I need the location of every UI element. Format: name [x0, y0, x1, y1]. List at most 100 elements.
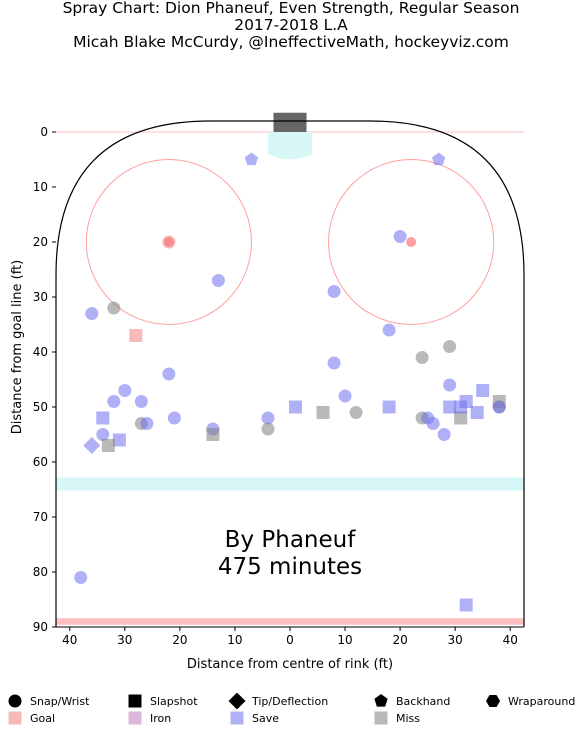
chart-title: Spray Chart: Dion Phaneuf, Even Strength…: [0, 0, 582, 51]
shot-point-save: [118, 384, 132, 397]
y-tick-label: 70: [33, 510, 48, 524]
shot-point-save: [112, 433, 126, 447]
spray-chart: 40 30 20 10 0 10 20 30 40 0 10 20 30 40 50 60 70 80 90 By …: [10, 112, 525, 672]
x-tick-label: 10: [227, 633, 242, 647]
faceoff-dot: [406, 237, 417, 247]
legend-swatch: [8, 694, 22, 708]
centre-line: [56, 618, 524, 625]
shot-point-save: [140, 417, 154, 430]
shot-point-save: [167, 411, 181, 425]
legend-marker: [374, 711, 388, 725]
y-tick-label: 0: [40, 125, 48, 139]
legend-label: Save: [252, 711, 280, 725]
faceoff-circle: [85, 159, 252, 325]
rink-layer: [56, 112, 524, 625]
legend-label: Iron: [150, 711, 172, 725]
shot-point-miss: [349, 406, 363, 419]
legend-marker: [128, 694, 142, 708]
y-tick-label: 10: [33, 180, 48, 194]
legend-label: Wraparound: [508, 694, 576, 708]
x-axis-label: Distance from centre of rink (ft): [187, 657, 393, 672]
legend-swatch: [374, 694, 388, 707]
legend-item: Slapshot: [126, 693, 198, 709]
shot-point-goal: [162, 235, 176, 249]
shot-point-miss: [443, 340, 457, 353]
shot-point-save: [437, 428, 451, 441]
faceoff-circle: [328, 159, 495, 325]
legend-swatch: [8, 711, 22, 725]
shot-point-save: [327, 356, 341, 370]
legend: Snap/Wrist Slapshot Tip/Deflection Backhand…: [0, 690, 582, 729]
legend-label: Snap/Wrist: [30, 694, 90, 708]
legend-item: Save: [228, 710, 279, 726]
legend-marker: [8, 711, 22, 725]
rink-boards: [55, 120, 525, 627]
shot-point-save: [432, 152, 446, 166]
title-line-1: Spray Chart: Dion Phaneuf, Even Strength…: [62, 0, 520, 17]
shot-point-save: [96, 411, 110, 425]
shot-point-save: [134, 395, 148, 408]
shot-point-save: [338, 389, 352, 403]
shot-point-save: [327, 285, 341, 298]
shot-point-save: [492, 400, 506, 414]
shot-point-save: [426, 417, 440, 430]
y-axis-label: Distance from goal line (ft): [10, 260, 25, 434]
legend-item: Miss: [372, 710, 420, 726]
shot-point-save: [85, 307, 99, 320]
shot-point-save: [470, 406, 484, 419]
legend-swatch: [486, 694, 500, 708]
shot-point-miss: [316, 406, 330, 419]
legend-item: Snap/Wrist: [6, 693, 89, 709]
shot-point-save: [211, 274, 225, 287]
shot-point-miss: [107, 301, 121, 315]
title-line-2: 2017-2018 L.A: [234, 16, 348, 34]
legend-item: Wraparound: [484, 693, 575, 709]
shot-point-save: [459, 395, 473, 408]
shot-point-save: [96, 428, 110, 441]
shot-points-layer: [74, 152, 506, 612]
legend-marker: [128, 711, 142, 725]
annotation-line-1: By Phaneuf: [225, 527, 357, 553]
shot-point-goal: [129, 329, 143, 342]
shot-point-save: [443, 378, 457, 392]
legend-swatch: [228, 693, 246, 709]
legend-marker: [230, 711, 244, 725]
x-tick-label: 20: [172, 633, 187, 647]
legend-item: Backhand: [372, 693, 450, 709]
legend-marker: [228, 693, 246, 709]
legend-item: Iron: [126, 710, 171, 726]
x-tick-label: 40: [62, 633, 77, 647]
legend-swatch: [374, 711, 388, 725]
shot-point-miss: [101, 439, 115, 452]
y-tick-label: 80: [33, 565, 48, 579]
annotation-line-2: 475 minutes: [218, 554, 362, 580]
legend-marker: [486, 694, 500, 708]
x-tick-label: 30: [448, 633, 463, 647]
shot-point-save: [382, 323, 396, 337]
y-tick-label: 50: [33, 400, 48, 414]
shot-point-save: [476, 384, 490, 397]
shot-point-save: [244, 152, 259, 166]
goal-net: [273, 112, 307, 132]
y-tick-label: 30: [33, 290, 48, 304]
x-tick-label: 20: [392, 633, 407, 647]
x-tick-label: 10: [337, 633, 352, 647]
axes-layer: 40 30 20 10 0 10 20 30 40 0 10 20 30 40 50 60 70 80 90: [33, 120, 525, 647]
legend-label: Miss: [396, 711, 421, 725]
legend-label: Backhand: [396, 694, 451, 708]
shot-point-save: [107, 395, 121, 408]
y-tick-label: 90: [33, 620, 48, 634]
y-tick-label: 60: [33, 455, 48, 469]
shot-point-save: [83, 437, 101, 454]
blue-line: [56, 477, 524, 491]
x-tick-label: 40: [503, 633, 518, 647]
legend-swatch: [230, 711, 244, 725]
legend-label: Slapshot: [150, 694, 198, 708]
shot-point-save: [261, 411, 275, 425]
shot-point-miss: [261, 422, 275, 436]
shot-point-miss: [415, 351, 429, 364]
shot-point-save: [443, 400, 457, 414]
legend-label: Goal: [30, 711, 56, 725]
legend-swatch: [128, 711, 142, 725]
x-tick-label: 0: [286, 633, 294, 647]
